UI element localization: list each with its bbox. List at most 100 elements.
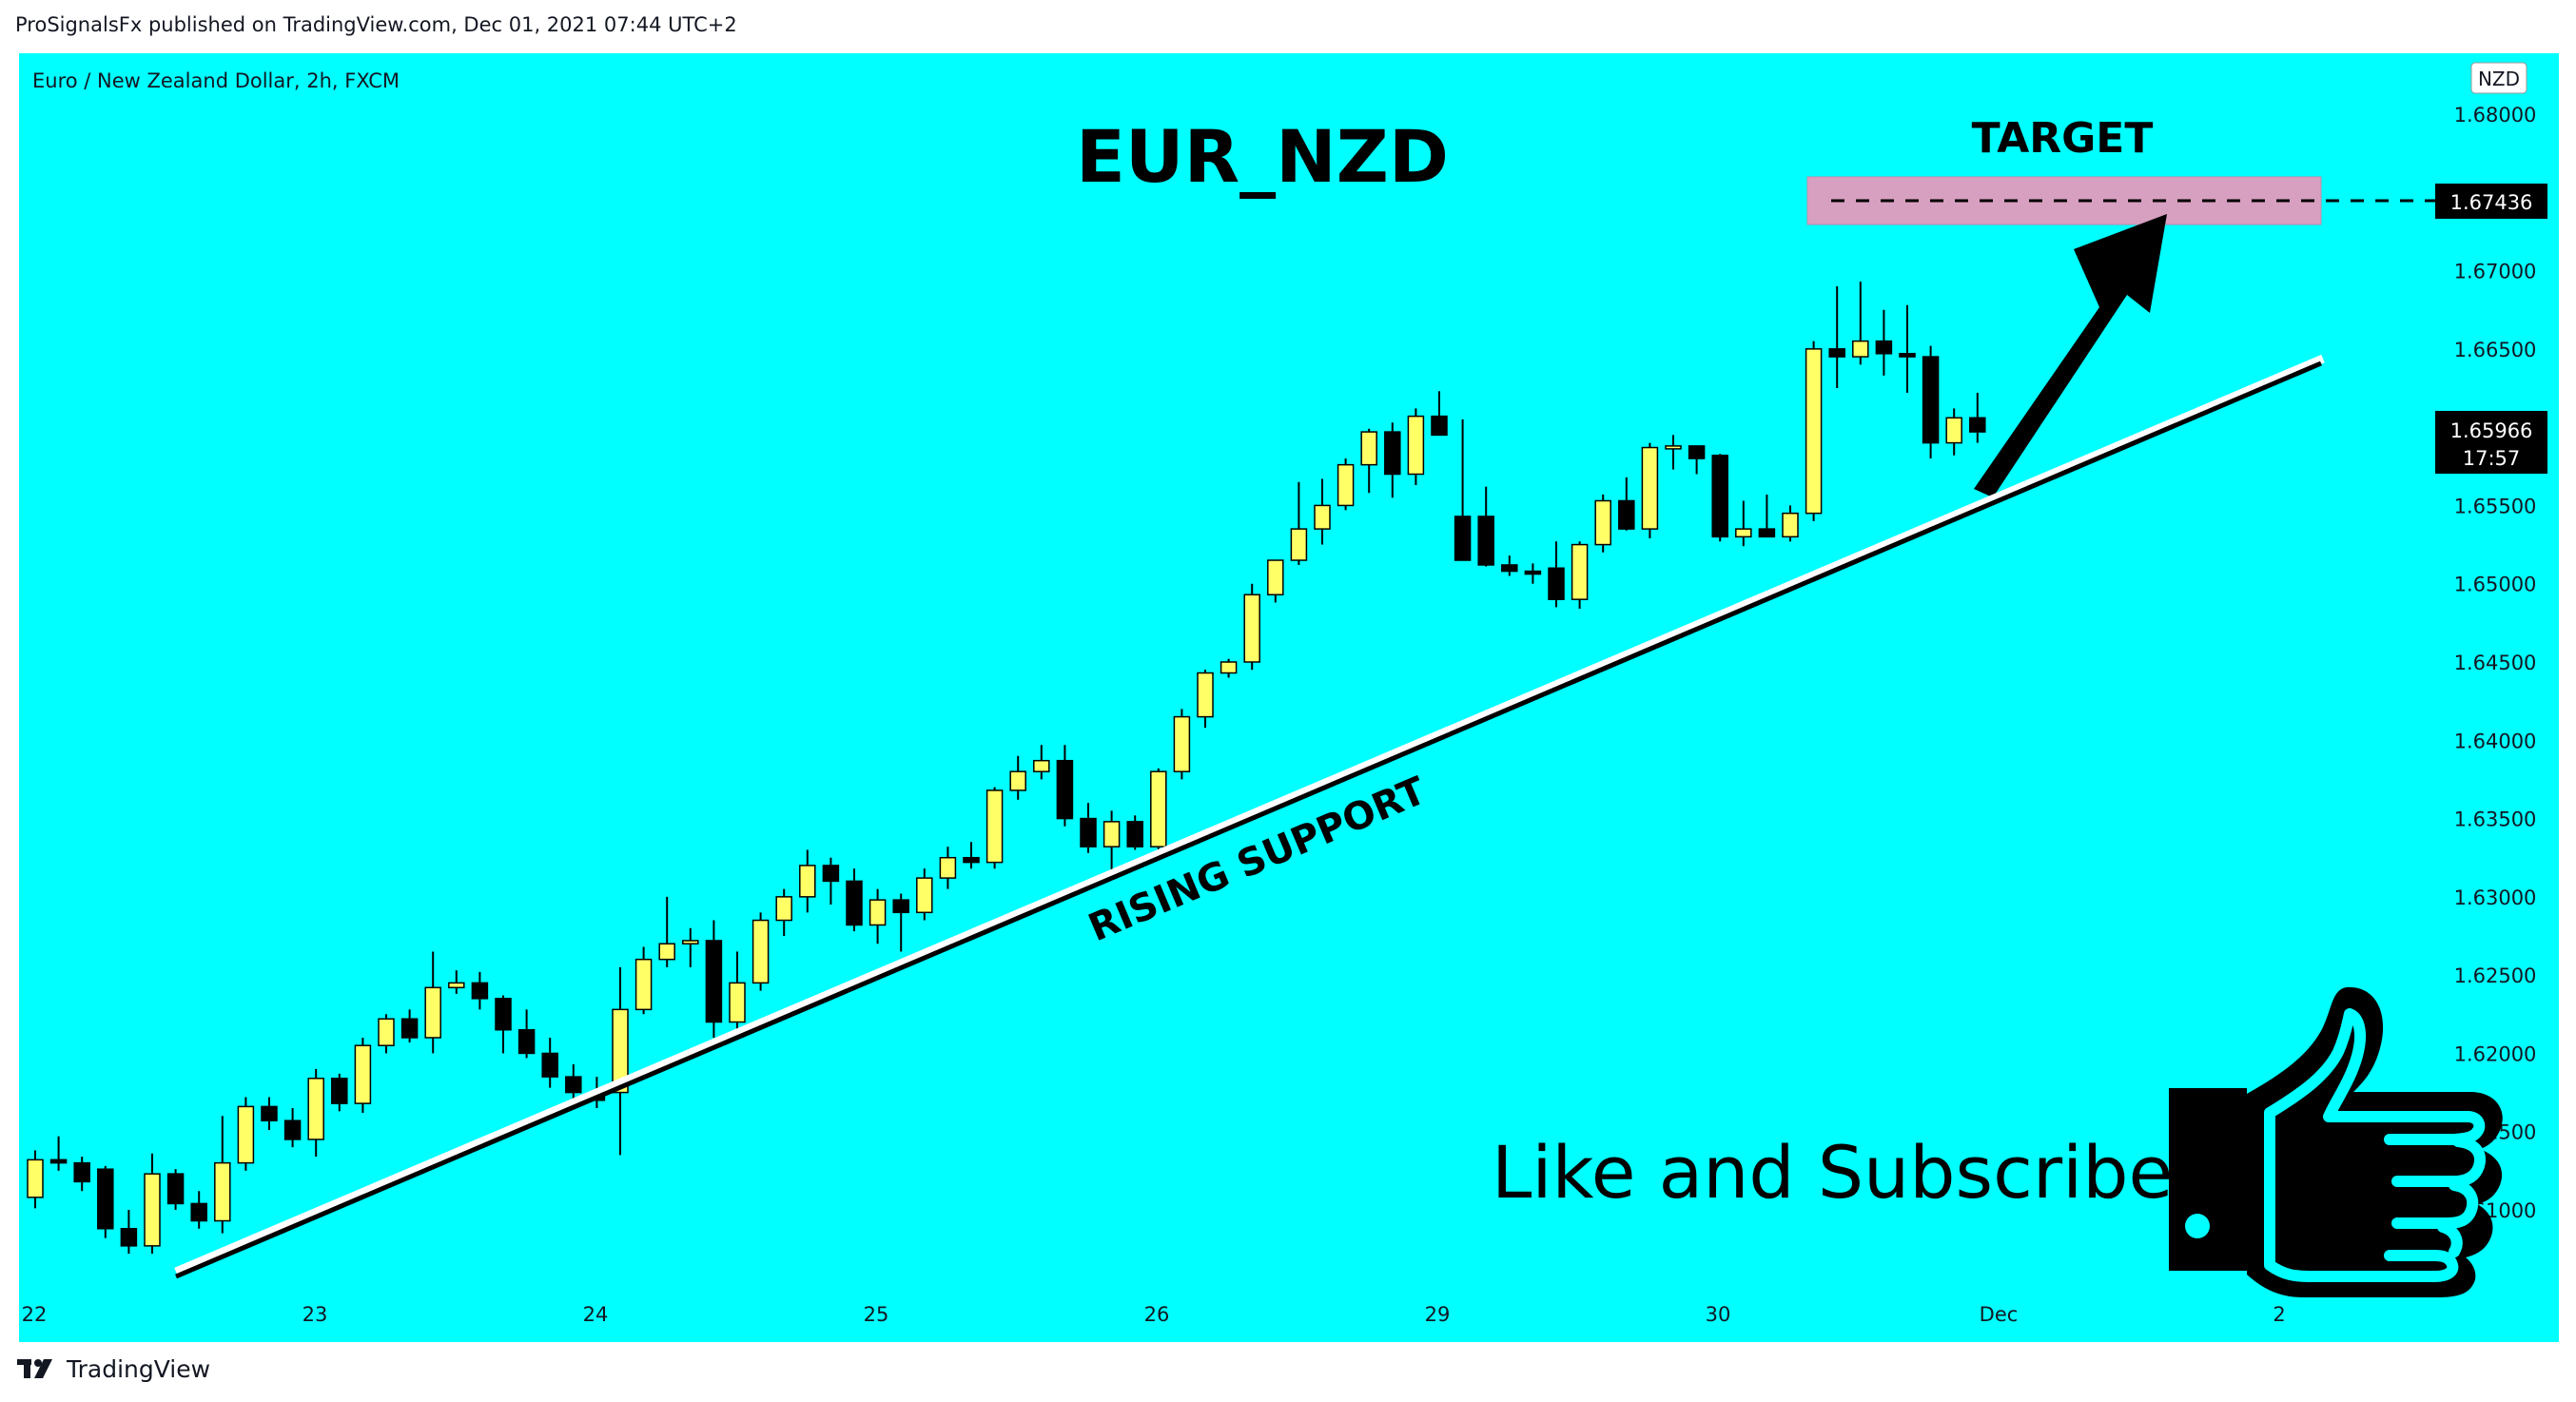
y-tick-label: 1.64500 [2454, 652, 2537, 674]
x-tick-label: 24 [583, 1303, 609, 1326]
candle-body [1618, 499, 1635, 530]
y-tick-label: 1.63500 [2454, 808, 2537, 831]
candle [729, 951, 746, 1030]
candle [892, 893, 909, 952]
candle-body [1009, 770, 1026, 791]
candle-body [846, 880, 863, 926]
tradingview-logo-icon [17, 1359, 52, 1378]
candle [1571, 541, 1589, 610]
last-price-label: 1.65966 [2450, 419, 2533, 442]
candle [1009, 755, 1026, 800]
candle [658, 896, 675, 967]
candle-body [1548, 567, 1565, 600]
candle [1197, 670, 1214, 729]
candle-body [1524, 570, 1542, 575]
thumbs-up-icon[interactable] [2169, 986, 2503, 1297]
candle [868, 888, 887, 944]
candle-body [120, 1227, 138, 1247]
candle-body [1501, 564, 1518, 573]
candle-body [1665, 445, 1682, 450]
candle [1852, 282, 1869, 365]
y-axis[interactable]: 1.680001.675001.670001.665001.660001.655… [2454, 104, 2537, 1222]
candle [1407, 408, 1425, 486]
candle-body [822, 865, 840, 883]
candle [1641, 442, 1659, 538]
candle [261, 1097, 278, 1131]
candle-body [331, 1078, 348, 1104]
candle [237, 1097, 255, 1171]
target-price-tag [2435, 184, 2547, 219]
candle [448, 970, 465, 994]
candle-body [1243, 594, 1260, 663]
y-tick-label: 1.62500 [2454, 964, 2537, 987]
candle-body [237, 1105, 255, 1164]
candle-body [1875, 340, 1893, 355]
candle [1594, 494, 1611, 553]
candle [27, 1150, 44, 1209]
candle-body [1337, 463, 1355, 507]
target-price-label: 1.67436 [2450, 191, 2533, 214]
x-tick-label: 25 [864, 1303, 889, 1326]
candle [1243, 583, 1260, 671]
candle-body [1735, 528, 1752, 538]
candle-body [1080, 817, 1097, 847]
y-tick-label: 1.65500 [2454, 495, 2537, 517]
candle [1360, 428, 1377, 494]
currency-badge[interactable] [2470, 62, 2527, 94]
last-price-tag [2435, 411, 2547, 474]
candle-body [963, 856, 980, 864]
publish-info: ProSignalsFx published on TradingView.co… [15, 13, 737, 36]
candle-body [144, 1173, 161, 1247]
candle-body [400, 1018, 419, 1039]
candle [799, 849, 816, 913]
candle-body [1899, 353, 1916, 358]
x-tick-label: 2 [2273, 1303, 2285, 1326]
candle-body [1314, 504, 1331, 530]
candle-body [471, 982, 489, 1000]
candle-body [354, 1044, 372, 1104]
currency-badge-label: NZD [2478, 68, 2520, 90]
candle-body [1852, 340, 1869, 358]
candle-body [892, 899, 909, 914]
candle-body [1688, 445, 1706, 459]
candle [1969, 392, 1986, 443]
x-tick-label: 30 [1706, 1303, 1731, 1326]
candle-body [1220, 661, 1238, 674]
tradingview-logo-text: TradingView [67, 1354, 211, 1383]
x-axis[interactable]: 22 23 24 25 26 29 30 Dec 2 [22, 1303, 2286, 1326]
candle [517, 1009, 536, 1059]
candle-body [1805, 348, 1823, 515]
candle [307, 1068, 324, 1158]
candle-body [214, 1161, 231, 1222]
candle [1899, 304, 1916, 393]
candle [1477, 486, 1494, 567]
candle-body [612, 1008, 629, 1094]
candle-body [775, 896, 792, 922]
candle [471, 971, 489, 1010]
candle [612, 966, 629, 1156]
candle-body [495, 998, 512, 1031]
candle [1501, 555, 1518, 576]
candle-body [1197, 672, 1214, 718]
y-tick-label: 1.62000 [2454, 1042, 2537, 1065]
tradingview-logo[interactable]: TradingView [17, 1354, 210, 1383]
candle [424, 951, 441, 1054]
candle-body [1431, 415, 1448, 437]
candle [49, 1136, 68, 1171]
candle [1524, 563, 1542, 584]
candle [1173, 709, 1191, 780]
candle [1922, 345, 1940, 459]
support-line-shadow [174, 354, 2325, 1276]
target-arrow [1974, 214, 2167, 497]
candle [1337, 458, 1355, 511]
candle [1735, 500, 1752, 547]
candle-body [73, 1161, 90, 1183]
candle [1688, 445, 1706, 475]
candle [939, 847, 957, 889]
symbol-info: Euro / New Zealand Dollar, 2h, FXCM [32, 69, 400, 92]
candle-body [634, 958, 653, 1011]
candle [1875, 309, 1893, 376]
candle [1267, 559, 1284, 603]
chart-title: EUR_NZD [1076, 114, 1449, 199]
